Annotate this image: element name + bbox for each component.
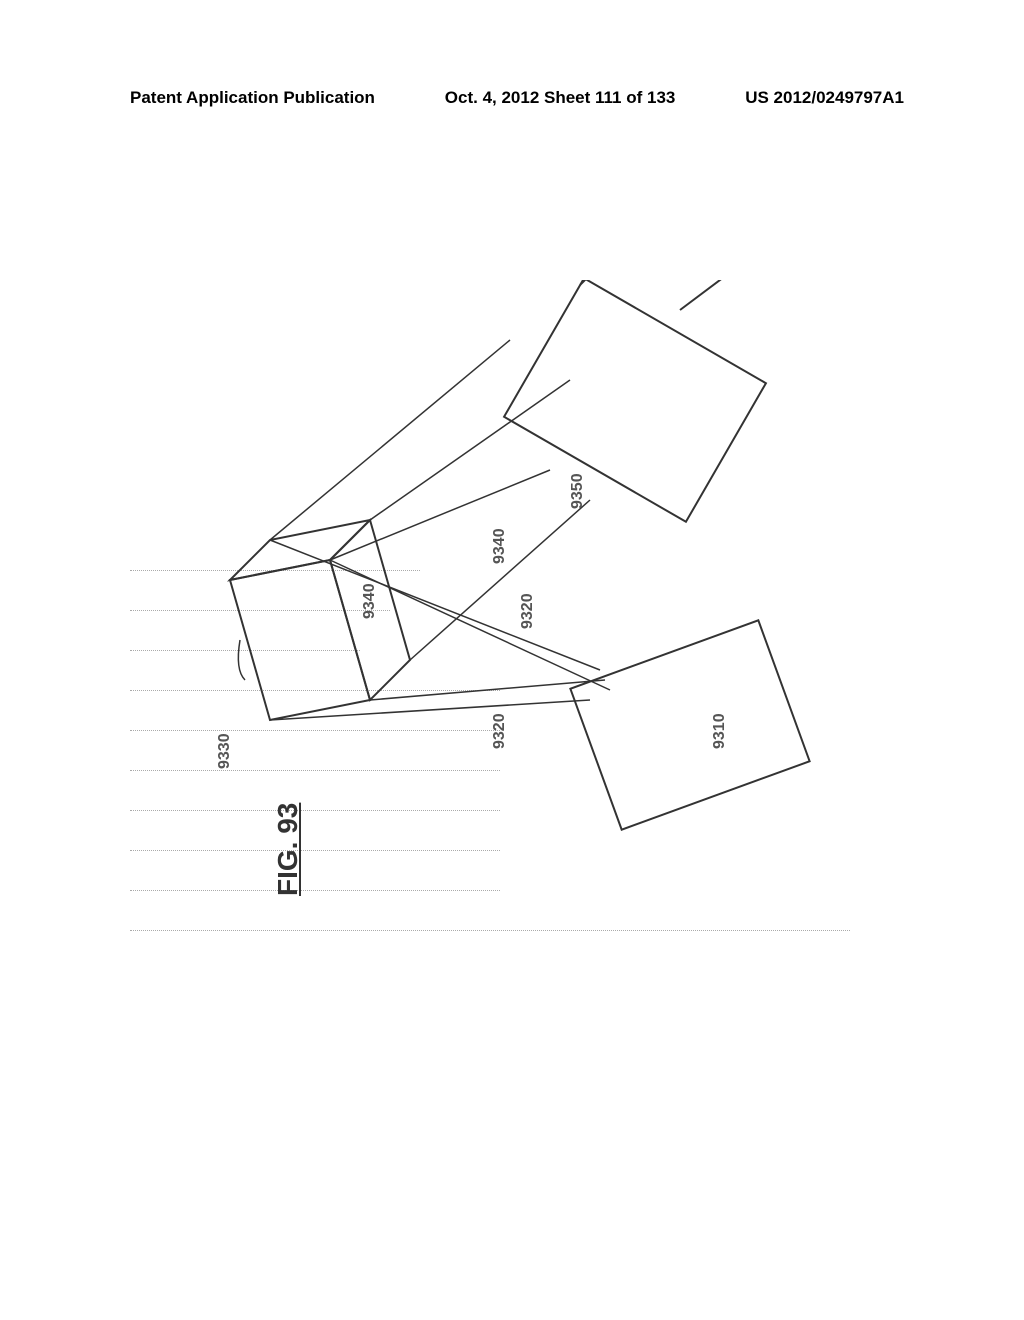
figure-caption: FIG. 93 — [272, 803, 304, 896]
header-right: US 2012/0249797A1 — [745, 88, 904, 108]
figure-diagram — [150, 280, 850, 960]
label-9320-mid: 9320 — [519, 593, 537, 629]
label-9350: 9350 — [569, 473, 587, 509]
page-header: Patent Application Publication Oct. 4, 2… — [0, 88, 1024, 108]
label-9310: 9310 — [711, 713, 729, 749]
diagram-svg — [150, 280, 850, 960]
label-9330: 9330 — [216, 733, 234, 769]
label-9320-bottom: 9320 — [491, 713, 509, 749]
header-left: Patent Application Publication — [130, 88, 375, 108]
label-9340-mid: 9340 — [491, 528, 509, 564]
label-9340-top: 9340 — [361, 583, 379, 619]
header-center: Oct. 4, 2012 Sheet 111 of 133 — [445, 88, 676, 108]
